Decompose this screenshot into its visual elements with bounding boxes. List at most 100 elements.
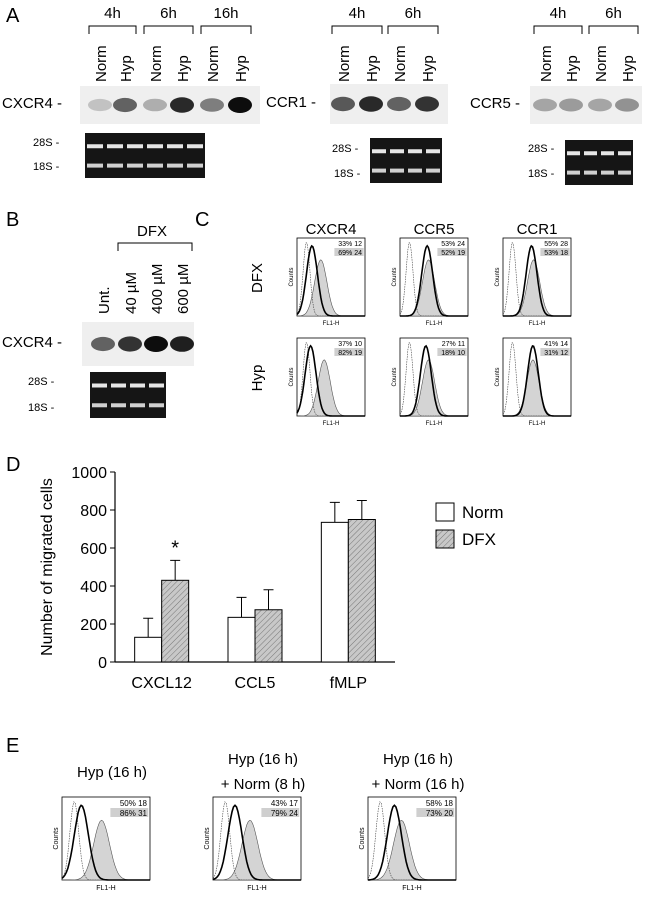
stats-text: 86% 31 bbox=[120, 809, 148, 818]
blot-band bbox=[533, 98, 557, 112]
axis-label: FL1-H bbox=[247, 885, 266, 892]
y-tick-label: 1000 bbox=[71, 465, 107, 482]
blot-band bbox=[615, 98, 639, 112]
blot-band bbox=[415, 96, 439, 112]
stats-highlight bbox=[540, 348, 570, 356]
stats-text: 69% 24 bbox=[338, 250, 362, 257]
lane-label: Norm bbox=[93, 45, 110, 82]
axis-label: Counts bbox=[392, 367, 398, 386]
bracket bbox=[533, 25, 583, 34]
axis-label: FL1-H bbox=[323, 421, 340, 427]
lane-label: Hyp bbox=[620, 55, 637, 82]
stats-highlight bbox=[110, 808, 149, 817]
time-label: 4h bbox=[349, 5, 366, 22]
row-label: Hyp bbox=[249, 365, 266, 392]
blot-band bbox=[88, 98, 112, 112]
lane-label: Norm bbox=[593, 45, 610, 82]
target-label: CXCR4 - bbox=[2, 95, 62, 112]
gel-band-28s bbox=[87, 144, 103, 149]
bracket bbox=[143, 25, 194, 34]
gel-band-28s bbox=[187, 144, 203, 149]
stats-text: 37% 10 bbox=[338, 341, 362, 348]
error-bar bbox=[170, 559, 181, 581]
gel-band-28s bbox=[618, 151, 631, 156]
stats-text: 79% 24 bbox=[271, 809, 299, 818]
stats-highlight bbox=[334, 248, 364, 256]
stats-text: 73% 20 bbox=[426, 809, 454, 818]
y-tick-label: 200 bbox=[80, 617, 107, 634]
lane-label: Hyp bbox=[233, 55, 250, 82]
error-bar bbox=[143, 617, 154, 638]
histogram-control bbox=[502, 342, 571, 417]
x-tick-label: CCL5 bbox=[235, 675, 276, 692]
time-label: 6h bbox=[160, 5, 177, 22]
lane-label: Hyp bbox=[564, 55, 581, 82]
axis-label: FL1-H bbox=[96, 885, 115, 892]
bracket bbox=[331, 25, 383, 34]
gel-band-18s bbox=[567, 170, 580, 175]
lane-label: Hyp bbox=[175, 55, 192, 82]
histogram-stained bbox=[296, 344, 365, 417]
histogram-stained bbox=[400, 244, 468, 317]
axis-label: Counts bbox=[289, 267, 295, 286]
stats-text: 27% 11 bbox=[442, 341, 465, 348]
gel-image bbox=[90, 372, 166, 418]
y-tick-label: 800 bbox=[80, 503, 107, 520]
stats-text: 55% 28 bbox=[544, 241, 568, 248]
stats-highlight bbox=[437, 348, 467, 356]
gel-band-18s bbox=[618, 170, 631, 175]
gel-band-28s bbox=[390, 149, 404, 154]
stats-highlight bbox=[416, 808, 455, 817]
bar bbox=[161, 579, 190, 663]
axis-label: Counts bbox=[495, 367, 501, 386]
panel-label: C bbox=[195, 209, 209, 231]
rrna-label: 18S - bbox=[28, 402, 55, 414]
plot-title: Hyp (16 h) bbox=[383, 751, 453, 768]
rrna-label: 28S - bbox=[33, 137, 60, 149]
error-bar bbox=[263, 589, 274, 610]
gel-band-28s bbox=[130, 383, 145, 388]
gel-band-28s bbox=[167, 144, 183, 149]
stats-text: 31% 12 bbox=[544, 350, 568, 357]
gel-band-18s bbox=[372, 168, 386, 173]
y-tick-label: 0 bbox=[98, 655, 107, 672]
y-tick-label: 600 bbox=[80, 541, 107, 558]
blot-band bbox=[200, 98, 224, 112]
blot-band bbox=[559, 98, 583, 112]
gel-band-18s bbox=[92, 403, 107, 408]
lane-label: Norm bbox=[336, 45, 353, 82]
blot-band bbox=[359, 96, 383, 112]
blot-band bbox=[387, 96, 411, 112]
row-label: DFX bbox=[249, 263, 266, 293]
lane-label: Norm bbox=[205, 45, 222, 82]
plot-title: + Norm (8 h) bbox=[221, 776, 306, 793]
blot-image bbox=[530, 86, 642, 124]
histogram-control bbox=[399, 242, 468, 317]
gel-band-28s bbox=[408, 149, 422, 154]
lane-label: Hyp bbox=[420, 55, 437, 82]
blot-band bbox=[113, 97, 137, 113]
panel-label: A bbox=[6, 5, 20, 27]
lane-label: Norm bbox=[538, 45, 555, 82]
gel-band-28s bbox=[107, 144, 123, 149]
gel-band-18s bbox=[147, 163, 163, 168]
column-label: CCR1 bbox=[517, 221, 558, 238]
gel-band-28s bbox=[601, 151, 614, 156]
stats-text: 41% 14 bbox=[544, 341, 568, 348]
blot-band bbox=[118, 336, 142, 352]
panel-label: E bbox=[6, 735, 19, 757]
gel-band-28s bbox=[111, 383, 126, 388]
rrna-label: 28S - bbox=[528, 143, 555, 155]
histogram-stained bbox=[400, 344, 468, 417]
gel-band-18s bbox=[187, 163, 203, 168]
bracket bbox=[117, 242, 193, 251]
bracket bbox=[88, 25, 137, 34]
stats-text: 53% 18 bbox=[544, 250, 568, 257]
target-label: CCR1 - bbox=[266, 94, 316, 111]
bracket bbox=[588, 25, 639, 34]
histogram-stained bbox=[368, 804, 456, 881]
lane-label: 400 µM bbox=[149, 264, 166, 314]
stats-highlight bbox=[540, 248, 570, 256]
blot-band bbox=[143, 98, 167, 112]
